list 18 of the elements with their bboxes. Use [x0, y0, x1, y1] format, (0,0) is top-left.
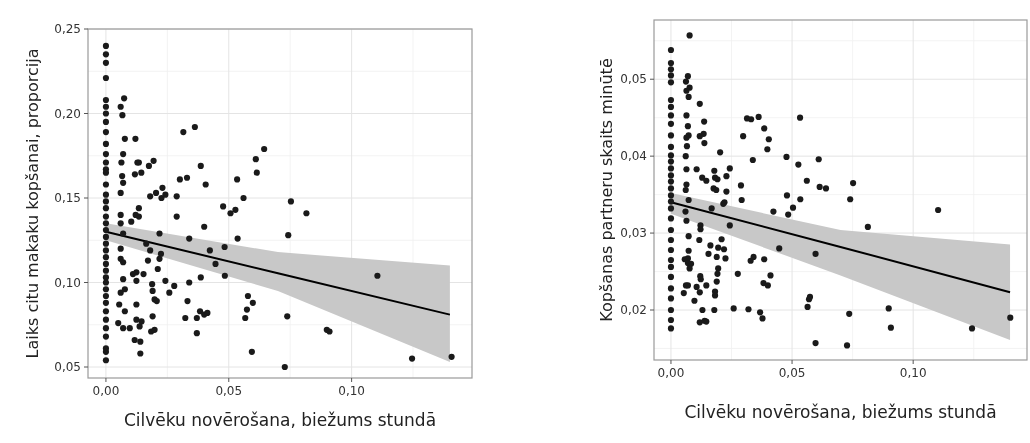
x-tick-label: 0,00 — [92, 384, 120, 398]
x-tick-label: 0,10 — [899, 366, 927, 380]
y-tick-label: 0,15 — [54, 191, 81, 206]
y-tick-label: 0,25 — [54, 22, 81, 37]
x-tick-label: 0,05 — [778, 366, 806, 380]
x-axis-title: Cilvēku novērošana, biežums stundā — [123, 410, 437, 430]
y-axis-title: Kopšanas partneru skaits minūtē — [597, 58, 616, 322]
y-tick-label: 0,10 — [54, 275, 81, 290]
y-tick-label: 0,02 — [620, 303, 647, 318]
x-tick-label: 0,05 — [215, 384, 243, 398]
x-tick-label: 0,10 — [338, 384, 365, 398]
x-axis-title: Cilvēku novērošana, biežums stundā — [684, 402, 997, 422]
x-tick-label: 0,00 — [657, 366, 685, 380]
y-tick-label: 0,04 — [620, 149, 647, 164]
y-tick-label: 0,03 — [620, 226, 647, 241]
y-tick-label: 0,20 — [54, 106, 81, 121]
y-tick-label: 0,05 — [620, 72, 647, 87]
y-axis-title: Laiks citu makaku kopšanai, proporcija — [23, 48, 42, 359]
